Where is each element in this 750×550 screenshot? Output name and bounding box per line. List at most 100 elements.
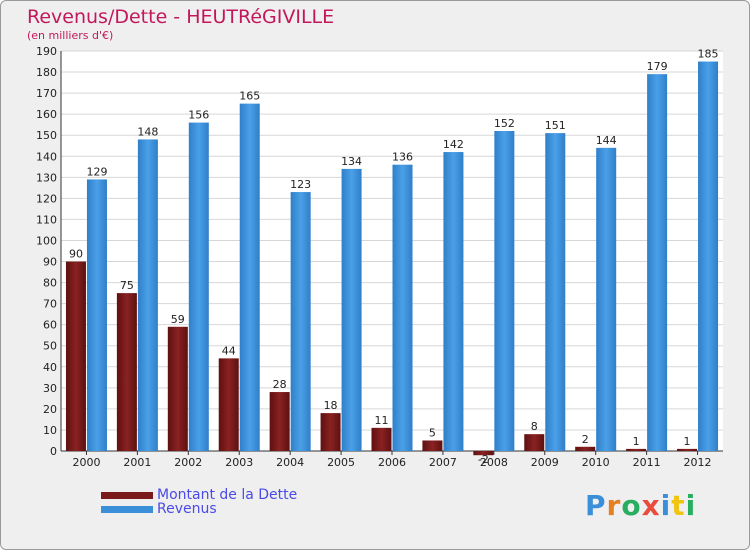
data-label-revenus: 165 (239, 90, 260, 103)
data-label-revenus: 156 (188, 109, 209, 122)
data-label-dette: 1 (684, 435, 691, 448)
data-label-dette: 28 (273, 378, 287, 391)
bar-dette (626, 448, 647, 451)
bar-revenus (392, 164, 413, 451)
data-label-revenus: 179 (647, 60, 668, 73)
bar-dette (677, 448, 698, 451)
data-label-revenus: 136 (392, 151, 413, 164)
bar-revenus (188, 122, 209, 451)
bar-revenus (137, 139, 158, 451)
x-tick-label: 2008 (480, 456, 508, 469)
x-tick-label: 2000 (72, 456, 100, 469)
y-tick-label: 110 (36, 213, 57, 226)
bar-revenus (239, 103, 260, 451)
x-tick-label: 2001 (123, 456, 151, 469)
y-tick-label: 120 (36, 192, 57, 205)
y-tick-label: 180 (36, 66, 57, 79)
bar-dette (575, 446, 596, 451)
y-tick-label: 100 (36, 234, 57, 247)
bar-revenus (86, 179, 107, 451)
y-tick-label: 30 (43, 382, 57, 395)
x-tick-label: 2012 (684, 456, 712, 469)
bar-revenus (596, 147, 617, 451)
y-tick-label: 90 (43, 256, 57, 269)
y-tick-label: 20 (43, 403, 57, 416)
logo-letter: r (606, 489, 622, 522)
legend-label-revenus: Revenus (157, 501, 217, 517)
bar-revenus (341, 168, 362, 452)
bar-dette (320, 413, 341, 451)
bar-dette (116, 293, 137, 451)
y-tick-label: 60 (43, 319, 57, 332)
proxiti-logo: Proxiti (585, 489, 696, 522)
legend-swatch-dette (101, 491, 153, 499)
data-label-dette: 44 (222, 344, 236, 357)
data-label-dette: 2 (582, 433, 589, 446)
bar-revenus (494, 131, 515, 451)
x-tick-label: 2009 (531, 456, 559, 469)
bar-revenus (647, 74, 668, 451)
logo-letter: P (585, 489, 607, 522)
chart-title: Revenus/Dette - HEUTRéGIVILLE (27, 6, 335, 28)
x-tick-label: 2011 (633, 456, 661, 469)
data-label-dette: 59 (171, 313, 185, 326)
y-tick-label: 70 (43, 298, 57, 311)
data-label-dette: 75 (120, 279, 134, 292)
x-tick-label: 2002 (174, 456, 202, 469)
y-tick-label: 190 (36, 45, 57, 58)
data-label-revenus: 123 (290, 178, 311, 191)
y-tick-label: 170 (36, 87, 57, 100)
y-tick-label: 150 (36, 129, 57, 142)
x-tick-label: 2010 (582, 456, 610, 469)
data-label-revenus: 144 (596, 134, 617, 147)
data-label-dette: 1 (633, 435, 640, 448)
bar-revenus (443, 152, 464, 452)
data-label-dette: 18 (324, 399, 338, 412)
bar-dette (422, 440, 443, 451)
legend-swatch-revenus (101, 505, 153, 513)
data-label-revenus: 185 (698, 48, 719, 61)
y-tick-label: 10 (43, 424, 57, 437)
bar-revenus (290, 192, 311, 452)
data-label-revenus: 151 (545, 119, 566, 132)
logo-letter: x (641, 489, 661, 522)
logo-letter: t (671, 489, 686, 522)
legend-item-revenus: Revenus (101, 501, 217, 517)
y-tick-label: 140 (36, 150, 57, 163)
data-label-revenus: 129 (86, 165, 107, 178)
data-label-revenus: 148 (137, 125, 158, 138)
data-label-revenus: 142 (443, 138, 464, 151)
chart-subtitle: (en milliers d'€) (27, 29, 114, 42)
x-tick-label: 2005 (327, 456, 355, 469)
legend-item-dette: Montant de la Dette (101, 487, 297, 503)
bar-dette (218, 358, 239, 451)
bar-dette (371, 427, 392, 451)
data-label-dette: 90 (69, 248, 83, 261)
y-tick-label: 80 (43, 277, 57, 290)
y-tick-label: 0 (50, 445, 57, 458)
plot-area (61, 51, 723, 451)
data-label-dette: 8 (531, 420, 538, 433)
logo-letter: o (621, 489, 642, 522)
data-label-revenus: 152 (494, 117, 515, 130)
x-tick-label: 2003 (225, 456, 253, 469)
logo-letter: i (660, 489, 672, 522)
x-tick-label: 2007 (429, 456, 457, 469)
bar-revenus (545, 133, 566, 451)
x-tick-label: 2004 (276, 456, 304, 469)
legend-label-dette: Montant de la Dette (157, 487, 298, 503)
data-label-revenus: 134 (341, 155, 362, 168)
bar-dette (167, 326, 188, 451)
bar-dette (524, 434, 545, 451)
x-tick-label: 2006 (378, 456, 406, 469)
y-tick-label: 130 (36, 171, 57, 184)
y-tick-label: 50 (43, 340, 57, 353)
y-tick-label: 40 (43, 361, 57, 374)
data-label-dette: 5 (429, 426, 436, 439)
bar-dette (473, 451, 494, 456)
bar-dette (65, 261, 86, 451)
y-tick-label: 160 (36, 108, 57, 121)
logo-letter: i (685, 489, 697, 522)
